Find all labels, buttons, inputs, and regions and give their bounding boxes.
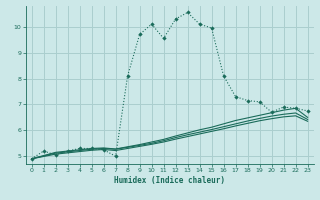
X-axis label: Humidex (Indice chaleur): Humidex (Indice chaleur) xyxy=(114,176,225,185)
